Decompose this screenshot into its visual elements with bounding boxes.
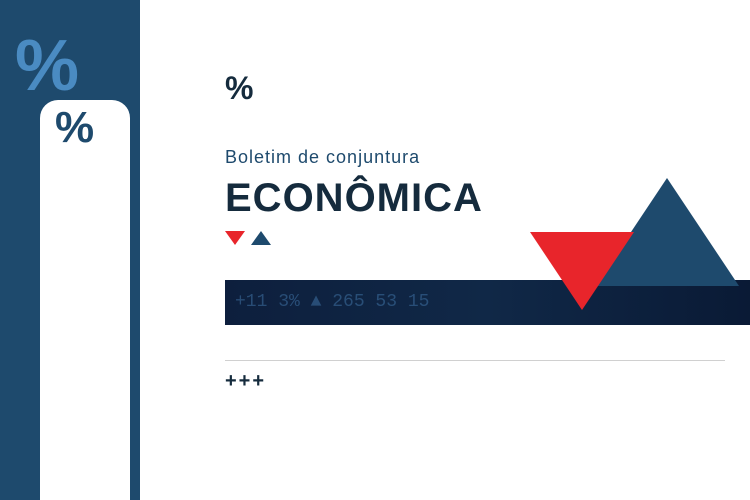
- plus-decoration: +++: [225, 370, 266, 393]
- stock-ticker-bar: +11 3% ▲ 265 53 15: [225, 280, 750, 325]
- white-rounded-panel: %: [40, 100, 130, 500]
- indicator-icons-small: [225, 231, 483, 245]
- percent-icon-small: %: [225, 70, 483, 107]
- ticker-text: +11 3% ▲ 265 53 15: [225, 280, 750, 325]
- sidebar-panel: % %: [0, 0, 140, 500]
- triangle-down-large-icon: [530, 232, 634, 310]
- main-content: % Boletim de conjuntura ECONÔMICA: [225, 70, 483, 245]
- percent-icon-large: %: [15, 25, 75, 107]
- triangle-down-icon: [225, 231, 245, 245]
- triangle-up-icon: [251, 231, 271, 245]
- divider-line: [225, 360, 725, 361]
- main-title: ECONÔMICA: [225, 176, 483, 221]
- subtitle-text: Boletim de conjuntura: [225, 147, 483, 168]
- percent-icon-medium: %: [55, 103, 92, 153]
